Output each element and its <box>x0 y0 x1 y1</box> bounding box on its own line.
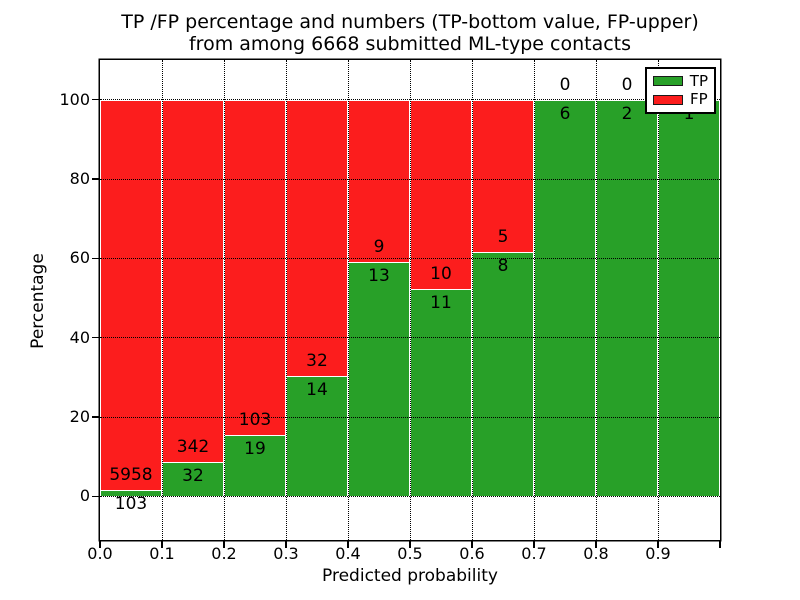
stacked-bar <box>596 99 658 497</box>
bars-layer <box>100 60 720 540</box>
bar-label-tp: 6 <box>559 103 571 124</box>
stacked-bar <box>534 99 596 497</box>
v-gridline <box>347 60 349 540</box>
stacked-bar <box>100 99 162 497</box>
bar-label-tp: 103 <box>114 493 148 514</box>
x-tick-mark <box>347 541 349 548</box>
x-tick-mark <box>533 541 535 548</box>
bar-labels-layer: 595810334232103193214913101158060201 <box>100 60 720 540</box>
legend: TP FP <box>645 67 716 114</box>
x-tick-mark <box>595 541 597 548</box>
x-axis-label: Predicted probability <box>322 566 498 586</box>
y-tick-mark <box>92 257 99 260</box>
y-tick-mark <box>92 178 99 180</box>
chart-title: TP /FP percentage and numbers (TP-bottom… <box>100 11 720 55</box>
x-tick-mark <box>719 541 721 548</box>
v-gridline <box>285 60 287 540</box>
stacked-bar <box>286 99 348 497</box>
bar-label-fp: 9 <box>373 236 385 257</box>
y-tick-label: 60 <box>69 248 90 268</box>
y-tick-label: 100 <box>59 89 90 109</box>
bar-label-fp: 0 <box>621 74 633 95</box>
stacked-bar <box>472 99 534 497</box>
bar-segment-fp <box>473 100 533 254</box>
bar-label-fp: 32 <box>306 350 328 371</box>
stacked-bar <box>410 99 472 497</box>
bar-label-fp: 5 <box>497 227 509 248</box>
legend-label-fp: FP <box>690 90 708 109</box>
bar-segment-fp <box>163 100 223 464</box>
bar-label-tp: 2 <box>621 103 633 124</box>
y-tick-mark <box>92 416 99 418</box>
v-gridline <box>471 60 473 540</box>
y-tick-mark <box>92 98 99 101</box>
legend-item-fp: FP <box>653 92 708 107</box>
x-tick-label: 0.2 <box>211 544 237 563</box>
y-tick-mark <box>92 495 99 498</box>
x-tick-label: 0.6 <box>459 544 485 563</box>
x-tick-mark <box>657 541 659 548</box>
x-tick-mark <box>471 541 473 548</box>
bar-segment-fp <box>101 100 161 491</box>
x-tick-label: 0.9 <box>645 544 671 563</box>
y-tick-label: 0 <box>79 486 90 506</box>
bar-label-fp: 10 <box>430 263 452 284</box>
v-gridline <box>595 60 597 540</box>
v-gridline <box>657 60 659 540</box>
stacked-bar <box>348 99 410 497</box>
chart-title-line1: TP /FP percentage and numbers (TP-bottom… <box>121 11 699 33</box>
x-tick-mark <box>223 541 225 548</box>
y-tick-label: 80 <box>69 169 90 188</box>
x-tick-label: 0.4 <box>335 544 361 563</box>
x-tick-label: 0.5 <box>397 544 423 563</box>
v-gridline <box>223 60 225 540</box>
y-tick-mark <box>92 336 99 339</box>
bar-label-tp: 11 <box>430 292 452 313</box>
bar-label-fp: 103 <box>238 409 272 430</box>
x-tick-label: 0.7 <box>521 544 547 563</box>
stacked-bar <box>658 99 720 497</box>
legend-item-tp: TP <box>653 71 708 90</box>
stacked-bar <box>224 99 286 497</box>
stacked-bar <box>162 99 224 497</box>
bar-label-tp: 13 <box>368 265 390 286</box>
bar-label-fp: 5958 <box>109 464 153 485</box>
bar-label-tp: 8 <box>497 256 509 277</box>
x-tick-label: 0.3 <box>273 544 299 563</box>
plot-area: 595810334232103193214913101158060201 <box>100 60 720 540</box>
legend-swatch-tp-icon <box>653 76 683 87</box>
x-tick-label: 0.8 <box>583 544 609 563</box>
bar-label-tp: 14 <box>306 379 328 400</box>
x-tick-label: 0.1 <box>149 544 175 563</box>
x-tick-mark <box>409 541 411 548</box>
y-axis-label: Percentage <box>28 253 48 349</box>
bar-segment-fp <box>287 100 347 377</box>
bar-label-tp: 32 <box>182 466 204 487</box>
legend-label-tp: TP <box>689 71 708 90</box>
grid-layer <box>100 60 720 540</box>
chart-title-line2: from among 6668 submitted ML-type contac… <box>188 33 632 55</box>
x-tick-label: 0.0 <box>87 544 113 563</box>
bar-label-fp: 342 <box>176 437 210 458</box>
bar-label-fp: 0 <box>559 74 571 95</box>
v-gridline <box>161 60 163 540</box>
bar-segment-fp <box>225 100 285 436</box>
bar-segment-fp <box>349 100 409 263</box>
x-tick-mark <box>285 541 287 548</box>
legend-swatch-fp-icon <box>653 94 683 105</box>
bar-label-tp: 19 <box>244 438 266 459</box>
v-gridline <box>409 60 411 540</box>
y-tick-label: 40 <box>69 327 90 347</box>
v-gridline <box>533 60 535 540</box>
y-tick-label: 20 <box>69 407 90 427</box>
x-tick-mark <box>161 541 163 548</box>
x-tick-mark <box>99 541 101 548</box>
